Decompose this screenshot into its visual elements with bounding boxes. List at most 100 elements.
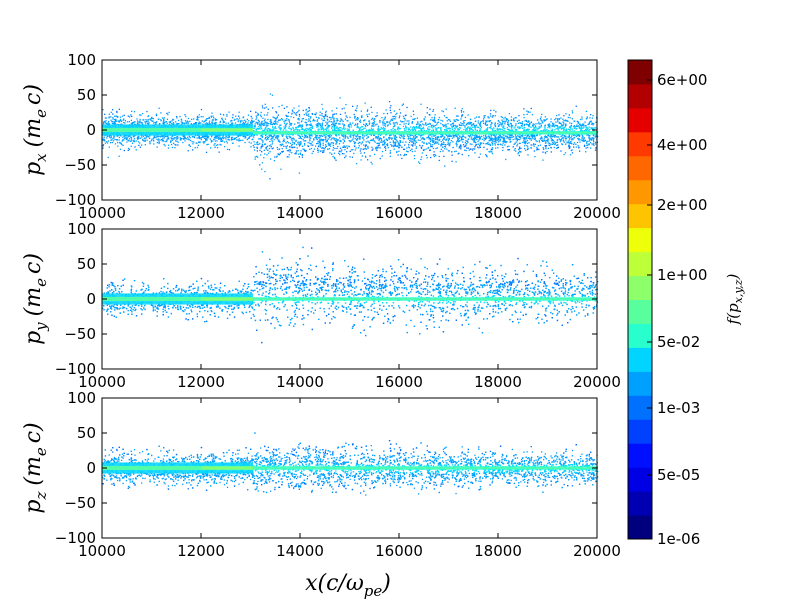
particle <box>503 118 505 120</box>
particle <box>151 117 153 119</box>
particle <box>210 147 212 149</box>
particle <box>384 149 387 151</box>
particle <box>336 107 338 109</box>
particle <box>202 135 204 138</box>
particle <box>481 135 483 137</box>
particle <box>287 150 290 152</box>
particle <box>459 135 461 137</box>
particle <box>499 135 502 137</box>
particle <box>379 157 381 160</box>
particle <box>588 126 590 128</box>
particle <box>470 134 472 136</box>
particle <box>324 115 326 117</box>
particle <box>310 147 313 150</box>
particle <box>503 136 505 138</box>
particle <box>523 141 525 143</box>
particle <box>110 119 112 121</box>
particle <box>367 135 369 138</box>
particle <box>304 140 307 142</box>
particle <box>314 137 316 139</box>
particle <box>530 147 532 149</box>
particle <box>291 113 293 115</box>
particle <box>208 136 210 138</box>
particle <box>422 126 425 128</box>
particle <box>205 138 208 140</box>
particle <box>321 103 323 106</box>
particle <box>332 142 334 145</box>
particle <box>364 102 366 104</box>
particle <box>265 127 267 129</box>
particle <box>252 144 254 147</box>
particle <box>428 114 430 116</box>
particle <box>303 113 305 116</box>
particle <box>500 123 502 126</box>
particle <box>325 121 327 123</box>
particle <box>308 129 310 131</box>
particle <box>147 118 149 121</box>
particle <box>398 136 401 138</box>
particle <box>471 123 473 126</box>
particle <box>461 123 463 125</box>
particle <box>222 114 225 116</box>
particle <box>117 116 119 118</box>
particle <box>423 134 425 136</box>
particle <box>434 120 436 122</box>
particle <box>207 137 209 139</box>
particle <box>121 143 123 146</box>
particle <box>264 143 267 145</box>
particle <box>356 139 358 141</box>
particle <box>423 141 425 144</box>
particle <box>276 116 279 118</box>
particle <box>339 123 341 125</box>
particle <box>270 135 273 137</box>
particle <box>515 128 517 131</box>
particle <box>461 115 463 117</box>
particle <box>410 140 412 142</box>
particle <box>333 113 335 115</box>
particle <box>447 135 449 137</box>
particle <box>111 139 113 141</box>
particle <box>547 147 549 150</box>
particle <box>158 135 160 138</box>
particle <box>102 145 104 147</box>
particle <box>300 143 302 146</box>
particle <box>119 118 122 121</box>
particle <box>480 129 482 131</box>
particle <box>572 138 574 140</box>
particle <box>250 146 252 148</box>
particle <box>499 122 502 124</box>
particle <box>247 122 249 124</box>
particle <box>453 150 456 153</box>
particle <box>402 103 404 105</box>
particle <box>247 114 250 116</box>
particle <box>384 141 386 143</box>
particle <box>202 141 204 143</box>
particle <box>446 120 448 122</box>
particle <box>138 136 140 138</box>
particle <box>344 146 346 148</box>
particle <box>227 138 229 141</box>
particle <box>544 135 547 137</box>
particle <box>357 123 359 125</box>
particle <box>344 118 347 120</box>
particle <box>276 135 278 137</box>
particle <box>544 127 546 129</box>
particle <box>510 119 512 121</box>
particle <box>544 119 546 122</box>
particle <box>564 124 567 126</box>
particle <box>387 124 389 126</box>
particle <box>494 140 497 142</box>
particle <box>479 136 481 139</box>
particle <box>279 141 281 143</box>
particle <box>243 123 245 125</box>
particle <box>464 116 467 119</box>
particle <box>335 135 338 137</box>
particle <box>141 112 144 115</box>
particle <box>460 111 463 113</box>
particle <box>592 137 594 139</box>
particle <box>382 119 385 121</box>
particle <box>571 143 573 145</box>
particle <box>375 137 377 139</box>
particle <box>560 125 562 128</box>
particle <box>299 137 302 139</box>
